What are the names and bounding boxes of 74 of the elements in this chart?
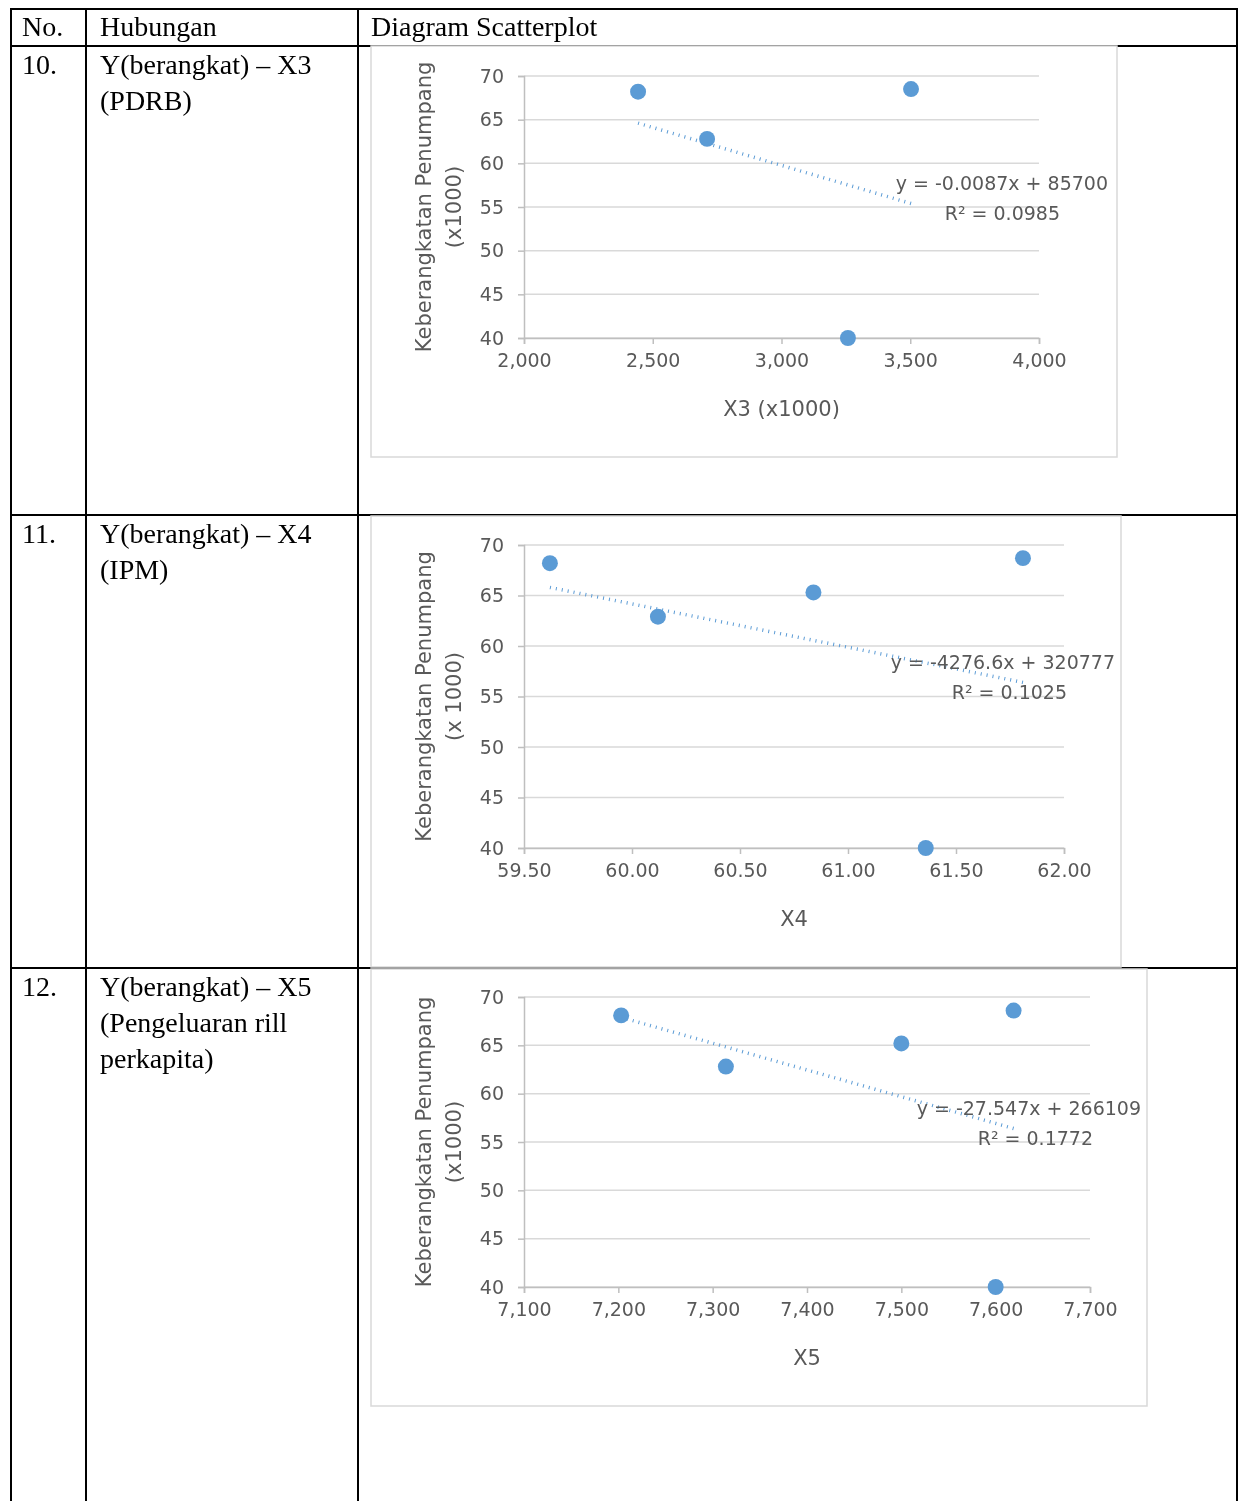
point	[717, 1058, 734, 1075]
y-tick-label: 55	[479, 195, 504, 218]
y-tick-label: 40	[479, 836, 504, 859]
y-tick-label: 55	[479, 1130, 504, 1153]
point	[805, 584, 822, 601]
x-tick-label: 60.00	[605, 859, 660, 882]
y-tick-label: 55	[479, 685, 504, 708]
x-tick-label: 2,500	[626, 349, 681, 372]
annotation: R² = 0.1025	[951, 681, 1067, 704]
x-tick-label: 2,000	[497, 349, 552, 372]
annotation: R² = 0.0985	[944, 202, 1061, 225]
x-tick-label: 7,200	[591, 1298, 647, 1321]
y-tick-label: 40	[479, 1275, 504, 1298]
x-tick-label: 59.50	[497, 859, 552, 882]
y-tick-label: 60	[479, 1082, 504, 1105]
x-axis-title: X4	[780, 907, 808, 931]
text: 11.	[22, 517, 57, 551]
point	[839, 330, 856, 346]
x-axis-title: X5	[793, 1346, 821, 1370]
y-tick-label: 65	[479, 1033, 504, 1056]
x-tick-label: 4,000	[1012, 349, 1067, 372]
x-tick-label: 3,000	[754, 349, 810, 372]
point	[917, 840, 934, 856]
y-tick-label: 60	[479, 634, 504, 657]
x-tick-label: 60.50	[713, 859, 768, 882]
text: Hubungan	[100, 10, 218, 44]
annotation: y = -27.547x + 266109	[916, 1097, 1141, 1120]
text: 10.	[22, 48, 58, 82]
x-tick-label: 61.00	[821, 859, 876, 882]
x-tick-label: 3,500	[883, 349, 938, 372]
x-tick-label: 7,600	[968, 1298, 1024, 1321]
y-tick-label: 40	[479, 326, 504, 349]
point	[649, 608, 666, 625]
point	[987, 1279, 1004, 1295]
y-axis-title: Keberangkatan Penumpang (x1000)	[412, 996, 466, 1288]
text: Y(berangkat) – X4 (IPM)	[100, 517, 313, 587]
annotation: y = -4276.6x + 320777	[890, 651, 1115, 674]
y-tick-label: 50	[479, 239, 504, 262]
text: 12.	[22, 970, 58, 1004]
point	[613, 1007, 630, 1024]
y-axis-title: Keberangkatan Penumpang (x 1000)	[412, 551, 466, 842]
y-tick-label: 45	[479, 282, 504, 305]
x-tick-label: 62.00	[1037, 859, 1092, 882]
point	[630, 83, 647, 100]
y-tick-label: 70	[479, 985, 504, 1008]
point	[1014, 550, 1031, 567]
y-axis-title: Keberangkatan Penumpang (x1000)	[412, 61, 466, 353]
annotation: R² = 0.1772	[977, 1127, 1093, 1150]
x-tick-label: 7,700	[1063, 1298, 1118, 1321]
y-tick-label: 70	[479, 533, 504, 556]
point	[1005, 1002, 1022, 1019]
text: Y(berangkat) – X5 (Pengeluaran rill perkapita)	[100, 970, 313, 1076]
text: Diagram Scatterplot	[371, 10, 599, 44]
x-tick-label: 7,300	[685, 1298, 741, 1321]
y-tick-label: 50	[479, 735, 504, 758]
point	[903, 81, 919, 98]
x-tick-label: 7,100	[497, 1298, 552, 1321]
y-tick-label: 70	[479, 64, 504, 87]
point	[699, 130, 716, 147]
annotation: y = -0.0087x + 85700	[895, 172, 1109, 195]
x-axis-title: X3 (x1000)	[723, 397, 840, 421]
y-tick-label: 45	[479, 1227, 504, 1250]
x-tick-label: 7,400	[780, 1298, 835, 1321]
point	[541, 555, 558, 572]
text: Y(berangkat) – X3 (PDRB)	[100, 48, 313, 118]
y-tick-label: 65	[479, 108, 504, 131]
y-tick-label: 45	[479, 786, 504, 809]
point	[893, 1035, 910, 1052]
x-tick-label: 61.50	[929, 859, 984, 882]
x-tick-label: 7,500	[874, 1298, 930, 1321]
text: No.	[22, 10, 65, 44]
y-tick-label: 60	[479, 151, 504, 174]
y-tick-label: 65	[479, 584, 504, 607]
y-tick-label: 50	[479, 1178, 504, 1201]
